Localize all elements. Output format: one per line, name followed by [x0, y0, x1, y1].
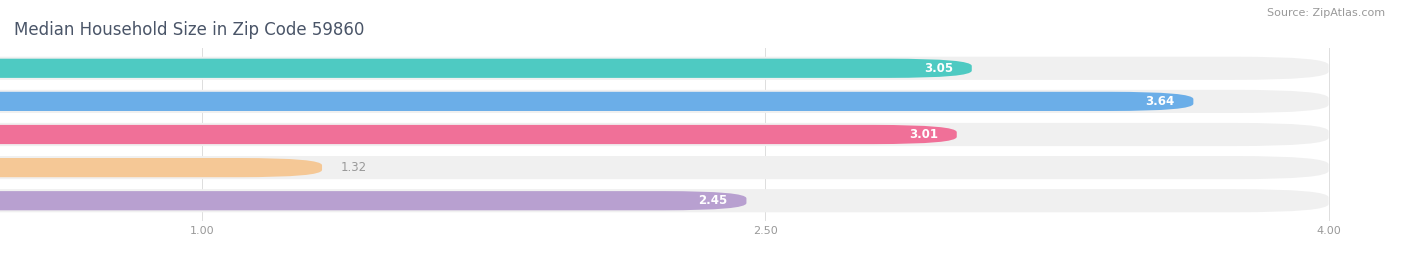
FancyBboxPatch shape: [0, 158, 322, 177]
FancyBboxPatch shape: [0, 191, 747, 210]
Text: 3.05: 3.05: [924, 62, 953, 75]
Text: 3.01: 3.01: [908, 128, 938, 141]
FancyBboxPatch shape: [0, 90, 1329, 113]
FancyBboxPatch shape: [0, 123, 1329, 146]
FancyBboxPatch shape: [0, 125, 956, 144]
Text: Median Household Size in Zip Code 59860: Median Household Size in Zip Code 59860: [14, 20, 364, 38]
Text: 1.32: 1.32: [340, 161, 367, 174]
FancyBboxPatch shape: [0, 189, 1329, 212]
FancyBboxPatch shape: [0, 156, 1329, 179]
FancyBboxPatch shape: [0, 57, 1329, 80]
FancyBboxPatch shape: [0, 59, 972, 78]
Text: 2.45: 2.45: [699, 194, 728, 207]
FancyBboxPatch shape: [0, 92, 1194, 111]
Text: 3.64: 3.64: [1146, 95, 1174, 108]
Text: Source: ZipAtlas.com: Source: ZipAtlas.com: [1267, 8, 1385, 18]
